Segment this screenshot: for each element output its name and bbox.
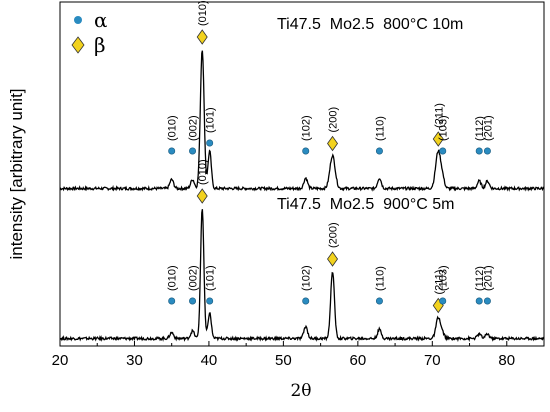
peak-label: (010) — [197, 159, 209, 185]
beta-marker — [196, 188, 208, 204]
peak-label: (010) — [167, 115, 179, 141]
x-axis-label: 2θ — [290, 381, 311, 401]
x-tick-label: 60 — [350, 352, 367, 369]
beta-marker — [327, 135, 339, 152]
alpha-marker — [375, 147, 383, 155]
series-title-bottom: Ti47.5 Mo2.5 900°C 5m — [277, 196, 454, 213]
peak-label: (101) — [205, 265, 217, 291]
series-line-1 — [59, 209, 545, 343]
alpha-marker — [189, 297, 197, 305]
alpha-marker — [168, 147, 176, 155]
peak-label: (201) — [482, 115, 494, 141]
alpha-marker — [483, 297, 491, 305]
series-title-top: Ti47.5 Mo2.5 800°C 10m — [277, 16, 463, 33]
legend: α β — [71, 8, 108, 57]
x-tick-label: 80 — [498, 352, 515, 369]
alpha-marker — [475, 297, 483, 305]
series-line-0 — [59, 50, 545, 192]
x-axis-ticks: 20 30 40 50 60 70 80 — [52, 341, 515, 369]
y-axis-label: intensity [arbitrary unit] — [7, 88, 26, 259]
alpha-marker — [189, 147, 197, 155]
peak-label: (211) — [433, 270, 445, 295]
legend-beta-label: β — [94, 33, 106, 57]
alpha-marker — [439, 297, 447, 305]
peak-annotations: (010) (002) (010) (101) (102) (200) (110) (211)… — [167, 0, 494, 314]
peak-label: (112) — [474, 116, 486, 141]
alpha-marker — [439, 147, 447, 155]
alpha-marker — [483, 147, 491, 155]
alpha-marker — [475, 147, 483, 155]
peak-label: (103) — [438, 115, 450, 141]
peak-label: (211) — [433, 103, 445, 128]
peak-label: (200) — [328, 107, 340, 133]
x-tick-label: 30 — [126, 352, 143, 369]
peak-label: (110) — [374, 266, 386, 291]
alpha-marker — [302, 147, 310, 155]
peak-label: (110) — [374, 116, 386, 141]
legend-alpha-label: α — [94, 8, 108, 32]
alpha-marker — [302, 297, 310, 305]
alpha-marker — [375, 297, 383, 305]
beta-marker — [432, 131, 444, 147]
peak-label: (201) — [482, 265, 494, 291]
alpha-marker — [168, 297, 176, 305]
peak-label: (112) — [474, 266, 486, 291]
peak-label: (102) — [301, 115, 313, 141]
x-tick-label: 40 — [201, 352, 218, 369]
alpha-marker — [206, 297, 214, 305]
peak-label: (102) — [301, 265, 313, 291]
x-tick-label: 20 — [52, 352, 69, 369]
plot-frame — [59, 1, 545, 347]
peak-label: (101) — [205, 107, 217, 133]
peak-label: (002) — [188, 265, 200, 291]
peak-label: (103) — [438, 265, 450, 291]
x-tick-label: 50 — [275, 352, 292, 369]
peak-label: (200) — [328, 222, 340, 248]
legend-alpha-marker — [74, 16, 82, 24]
diffraction-traces — [59, 50, 545, 343]
legend-beta-marker — [71, 36, 85, 54]
peak-label: (010) — [167, 265, 179, 291]
peak-label: (010) — [197, 0, 209, 26]
beta-marker — [196, 29, 208, 45]
peak-label: (002) — [188, 115, 200, 141]
alpha-marker — [206, 139, 214, 147]
x-tick-label: 70 — [424, 352, 441, 369]
beta-marker — [327, 251, 339, 267]
